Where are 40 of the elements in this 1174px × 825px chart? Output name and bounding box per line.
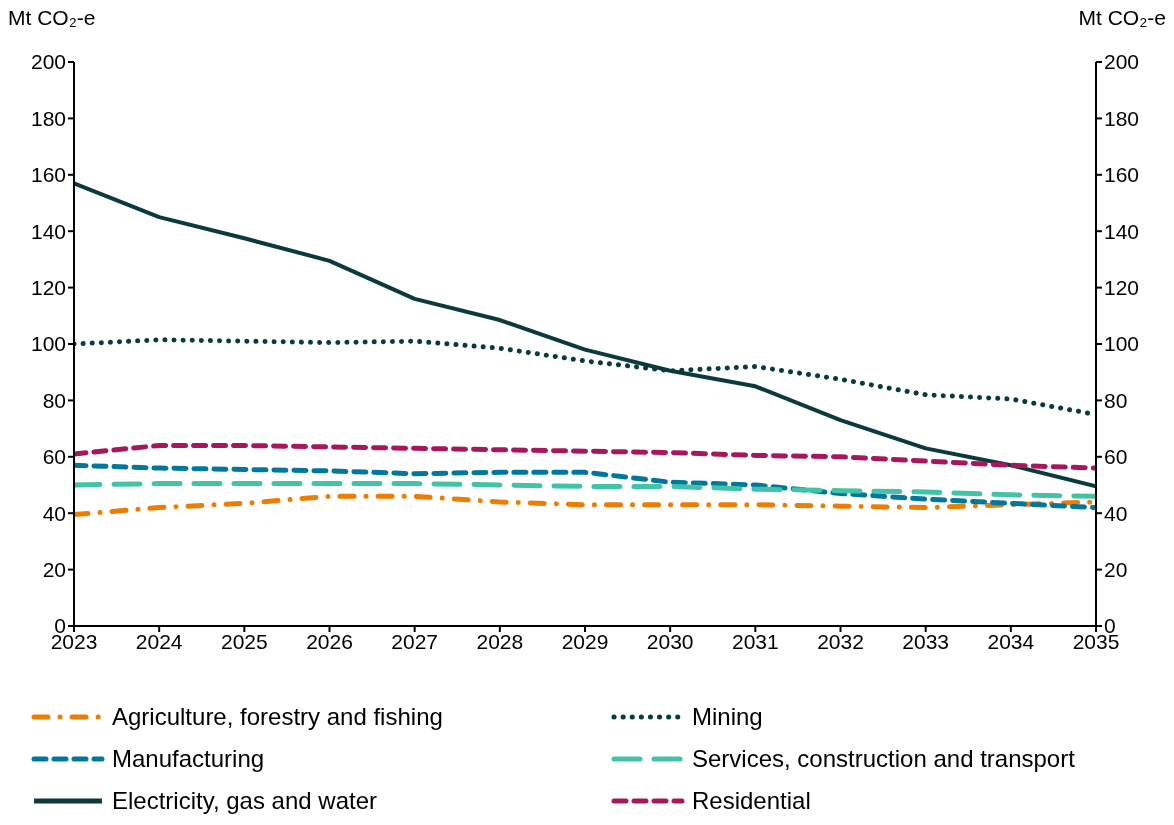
x-tick-label: 2027 bbox=[391, 629, 439, 653]
x-tick-label: 2029 bbox=[561, 629, 609, 653]
legend-label: Manufacturing bbox=[112, 745, 265, 773]
y-tick-label: 180 bbox=[30, 106, 66, 130]
legend-label: Services, construction and transport bbox=[692, 745, 1075, 773]
y2-tick-label: 80 bbox=[1104, 388, 1128, 412]
legend-label: Residential bbox=[692, 787, 811, 815]
legend-label: Mining bbox=[692, 703, 763, 731]
y-tick-label: 80 bbox=[42, 388, 66, 412]
y-tick-label: 160 bbox=[30, 163, 66, 187]
y-tick-label: 120 bbox=[30, 276, 66, 300]
y-tick-label: 40 bbox=[42, 501, 66, 525]
x-tick-label: 2031 bbox=[731, 629, 779, 653]
legend-label: Agriculture, forestry and fishing bbox=[112, 703, 443, 731]
y2-tick-label: 120 bbox=[1104, 276, 1140, 300]
y-axis-title: Mt CO₂-e bbox=[8, 6, 96, 30]
y-tick-label: 140 bbox=[30, 219, 66, 243]
x-tick-label: 2024 bbox=[135, 629, 183, 653]
y2-tick-label: 60 bbox=[1104, 445, 1128, 469]
x-tick-label: 2033 bbox=[902, 629, 950, 653]
x-tick-label: 2030 bbox=[646, 629, 694, 653]
y2-tick-label: 200 bbox=[1104, 50, 1140, 74]
x-tick-label: 2028 bbox=[476, 629, 524, 653]
x-tick-label: 2025 bbox=[220, 629, 268, 653]
legend-label: Electricity, gas and water bbox=[112, 787, 377, 815]
y2-tick-label: 160 bbox=[1104, 163, 1140, 187]
y2-tick-label: 20 bbox=[1104, 558, 1128, 582]
y-tick-label: 100 bbox=[30, 332, 66, 356]
y2-tick-label: 40 bbox=[1104, 501, 1128, 525]
y2-tick-label: 100 bbox=[1104, 332, 1140, 356]
x-tick-label: 2032 bbox=[817, 629, 864, 653]
line-series bbox=[74, 181, 1096, 489]
x-tick-label: 2026 bbox=[306, 629, 353, 653]
y2-axis-title: Mt CO₂-e bbox=[1078, 6, 1166, 30]
y-tick-label: 60 bbox=[42, 445, 66, 469]
y-tick-label: 200 bbox=[30, 50, 66, 74]
y-tick-label: 20 bbox=[42, 558, 66, 582]
y2-tick-label: 140 bbox=[1104, 219, 1140, 243]
y2-tick-label: 180 bbox=[1104, 106, 1140, 130]
x-tick-label: 2034 bbox=[987, 629, 1035, 653]
